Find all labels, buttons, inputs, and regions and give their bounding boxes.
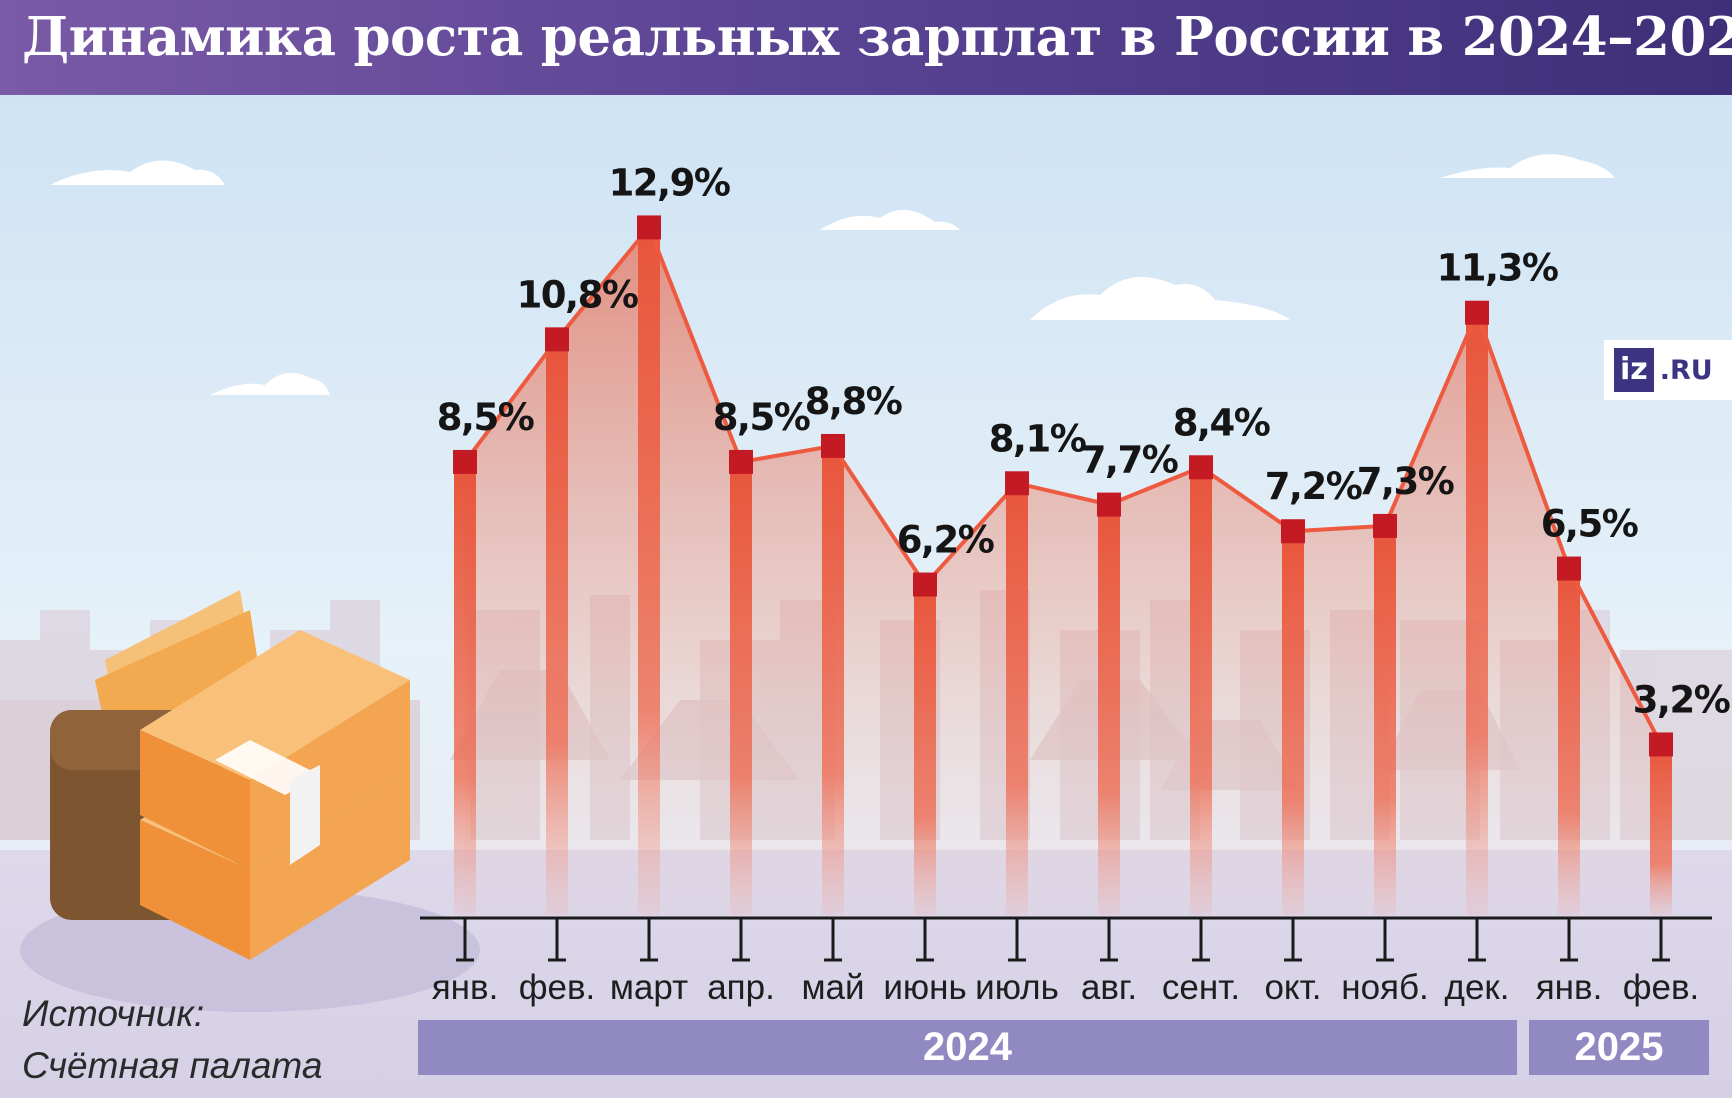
data-point-marker [1005,471,1029,496]
value-label: 8,5% [437,396,534,439]
value-label: 3,2% [1633,678,1730,721]
value-column [454,461,476,915]
value-column [1190,467,1212,915]
x-tick-label: апр. [707,968,775,1007]
x-tick-label: июль [975,968,1059,1007]
data-point-marker [1189,455,1213,480]
value-column [1650,744,1672,915]
data-point-marker [453,449,477,474]
value-label: 8,8% [805,380,902,423]
value-column [1558,568,1580,915]
chart-title: Динамика роста реальных зарплат в России… [22,6,1732,68]
year-group-bar: 2025 [1529,1020,1709,1075]
data-point-marker [1097,492,1121,517]
x-tick-label: окт. [1264,968,1322,1007]
data-point-marker [1281,519,1305,544]
logo-text: .RU [1659,354,1713,386]
x-tick-label: янв. [1535,968,1603,1007]
data-point-marker [1557,556,1581,581]
x-tick-label: дек. [1444,968,1510,1007]
x-tick-label: сент. [1161,968,1241,1007]
data-point-marker [1465,300,1489,325]
title-bar [0,0,1732,95]
value-label: 6,2% [897,519,994,562]
area-shape [465,227,1661,915]
x-tick-label: май [801,968,865,1007]
value-label: 8,1% [989,417,1086,460]
data-markers [453,215,1673,757]
x-tick-label: июнь [883,968,967,1007]
data-point-marker [729,449,753,474]
value-column [822,445,844,915]
data-point-marker [637,215,661,240]
value-column [1006,483,1028,915]
x-tick-label: нояб. [1341,968,1429,1007]
x-tick-label: авг. [1080,968,1138,1007]
logo-box: iz [1614,348,1654,392]
x-tick-label: март [609,968,689,1007]
value-label: 11,3% [1437,247,1558,290]
value-label: 10,8% [517,273,638,316]
value-column [1466,312,1488,916]
value-column [1374,525,1396,915]
iz-ru-logo: iz .RU [1604,340,1732,400]
value-label: 8,5% [713,396,810,439]
data-point-marker [1649,732,1673,757]
series-polyline [463,225,1663,746]
value-column [638,227,660,915]
area-fill [465,227,1661,915]
value-column [914,584,936,915]
source-label: Источник: [22,993,205,1034]
value-label: 6,5% [1541,503,1638,546]
series-line [463,225,1663,746]
source-name: Счётная палата [22,1045,323,1086]
data-point-marker [1373,513,1397,538]
value-label: 7,3% [1357,460,1454,503]
value-label: 7,7% [1081,439,1178,482]
value-column [1098,504,1120,915]
value-column [1282,531,1304,915]
value-columns [454,227,1672,916]
wallet-illustration [20,590,480,1012]
data-point-marker [821,433,845,458]
value-label: 8,4% [1173,401,1270,444]
clouds [50,154,1615,395]
value-column [546,339,568,915]
value-column [730,461,752,915]
data-point-marker [913,572,937,597]
value-label: 12,9% [609,161,730,204]
value-labels: 8,5%10,8%12,9%8,5%8,8%6,2%8,1%7,7%8,4%7,… [437,161,1732,721]
x-tick-label: фев. [1622,968,1700,1007]
year-group-bar: 2024 [418,1020,1517,1075]
data-point-marker [545,327,569,352]
x-tick-label: фев. [518,968,596,1007]
x-axis [420,916,1712,962]
x-tick-label: янв. [431,968,499,1007]
value-label: 7,2% [1265,465,1362,508]
source-note: Источник: Счётная палата [22,988,322,1092]
